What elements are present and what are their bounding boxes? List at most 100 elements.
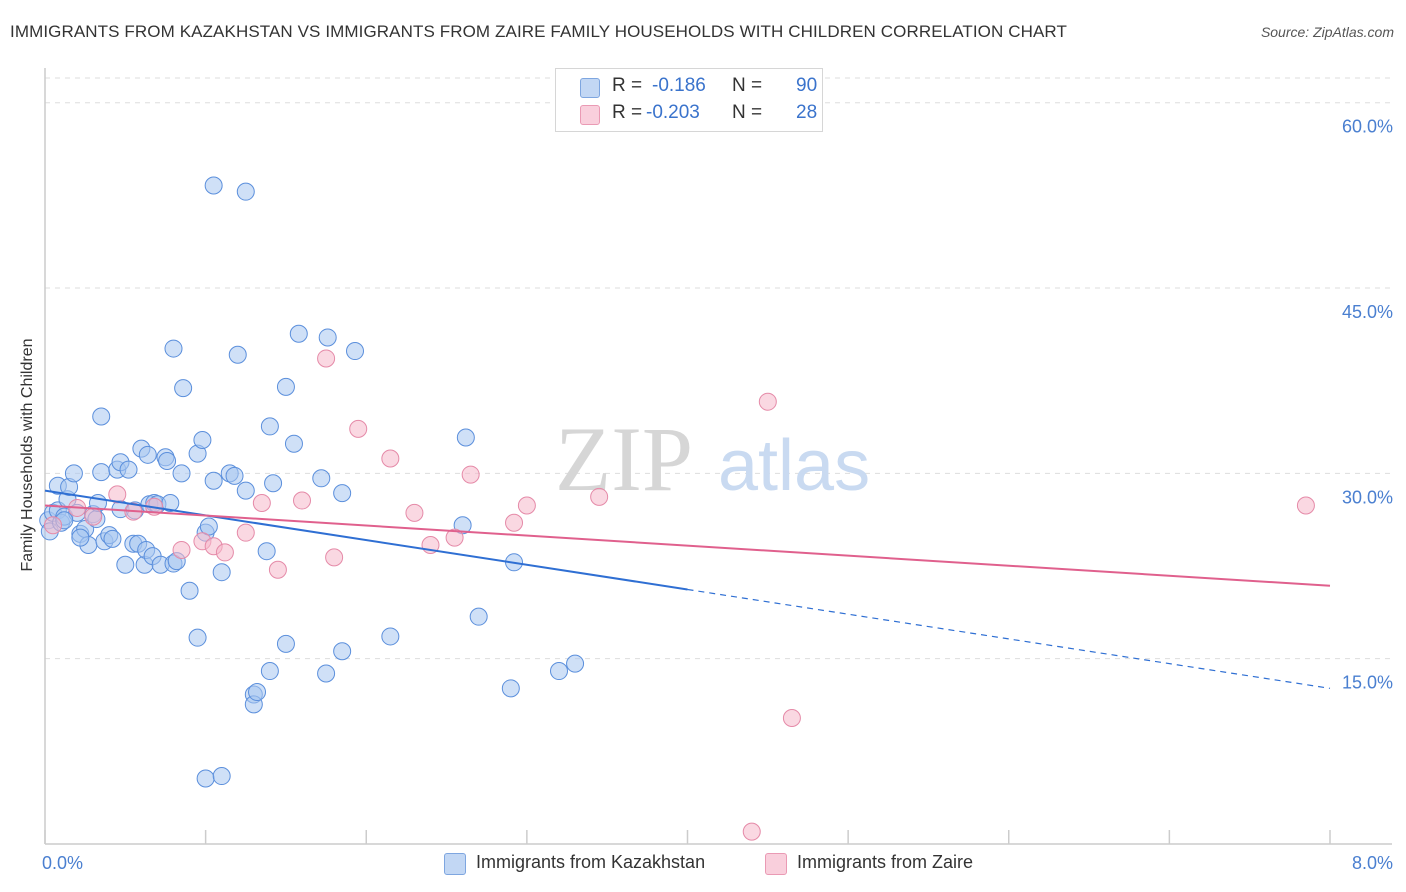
point-kazakhstan bbox=[164, 339, 183, 358]
y-tick-label: 15.0% bbox=[1342, 673, 1393, 693]
axes bbox=[44, 68, 1392, 845]
y-tick-label: 30.0% bbox=[1342, 487, 1393, 507]
point-kazakhstan bbox=[469, 607, 488, 626]
point-kazakhstan bbox=[456, 428, 475, 447]
point-zaire bbox=[215, 543, 234, 562]
chart-title: IMMIGRANTS FROM KAZAKHSTAN VS IMMIGRANTS… bbox=[10, 22, 1067, 41]
point-kazakhstan bbox=[333, 642, 352, 661]
point-kazakhstan bbox=[188, 628, 207, 647]
legend-r-value: -0.203 bbox=[646, 102, 700, 123]
point-kazakhstan bbox=[204, 471, 223, 490]
point-kazakhstan bbox=[193, 430, 212, 449]
point-zaire bbox=[1296, 496, 1315, 515]
point-kazakhstan bbox=[333, 484, 352, 503]
point-kazakhstan bbox=[228, 345, 247, 364]
legend-swatch-kazakhstan bbox=[444, 853, 466, 875]
legend-label-kazakhstan: Immigrants from Kazakhstan bbox=[476, 852, 706, 872]
point-kazakhstan bbox=[172, 464, 191, 483]
point-zaire bbox=[461, 465, 480, 484]
point-kazakhstan bbox=[158, 452, 177, 470]
x-tick-label-min: 0.0% bbox=[42, 853, 83, 873]
point-zaire bbox=[325, 548, 344, 567]
point-kazakhstan bbox=[103, 529, 122, 548]
watermark-zip: ZIP bbox=[555, 408, 693, 510]
point-kazakhstan bbox=[116, 555, 135, 574]
point-zaire bbox=[268, 560, 287, 579]
point-kazakhstan bbox=[199, 517, 218, 536]
point-kazakhstan bbox=[212, 767, 231, 786]
point-zaire bbox=[44, 516, 63, 535]
point-zaire bbox=[782, 708, 801, 727]
point-kazakhstan bbox=[92, 407, 111, 426]
point-zaire bbox=[172, 540, 191, 559]
point-kazakhstan bbox=[174, 379, 193, 398]
point-kazakhstan bbox=[248, 683, 267, 702]
point-kazakhstan bbox=[196, 769, 215, 788]
point-kazakhstan bbox=[212, 563, 231, 582]
y-tick-label: 45.0% bbox=[1342, 302, 1393, 322]
legend-n-label: N = bbox=[732, 102, 763, 123]
tick-labels: 15.0% 30.0% 45.0% 60.0% 0.0% 8.0% bbox=[42, 117, 1393, 873]
point-zaire bbox=[349, 419, 368, 438]
legend-n-value: 90 bbox=[796, 75, 818, 96]
point-zaire bbox=[236, 523, 255, 542]
point-kazakhstan bbox=[317, 664, 336, 683]
point-kazakhstan bbox=[312, 469, 331, 488]
point-zaire bbox=[293, 491, 311, 510]
point-kazakhstan bbox=[566, 654, 585, 673]
point-kazakhstan bbox=[550, 662, 568, 681]
point-kazakhstan bbox=[276, 377, 295, 396]
point-kazakhstan bbox=[501, 679, 520, 698]
point-kazakhstan bbox=[119, 460, 138, 479]
point-kazakhstan bbox=[289, 324, 308, 343]
point-kazakhstan bbox=[284, 434, 303, 453]
point-kazakhstan bbox=[71, 528, 90, 547]
legend-n-value: 28 bbox=[796, 102, 818, 123]
point-zaire bbox=[590, 487, 609, 506]
point-kazakhstan bbox=[260, 662, 279, 681]
point-zaire bbox=[758, 392, 777, 411]
trend-line-kazakhstan-extrapolated bbox=[687, 588, 1331, 689]
point-kazakhstan bbox=[260, 417, 279, 436]
legend-swatch-zaire bbox=[580, 105, 600, 125]
x-tick-label-max: 8.0% bbox=[1352, 853, 1393, 873]
point-zaire bbox=[252, 494, 271, 513]
trend-line-zaire bbox=[44, 504, 1331, 587]
legend-swatch-zaire bbox=[765, 853, 787, 875]
y-tick-label: 60.0% bbox=[1342, 117, 1393, 137]
point-kazakhstan bbox=[276, 634, 295, 653]
point-kazakhstan bbox=[318, 328, 337, 347]
legend-n-label: N = bbox=[732, 75, 763, 96]
point-zaire bbox=[742, 822, 761, 841]
point-kazakhstan bbox=[204, 176, 223, 195]
point-kazakhstan bbox=[346, 342, 365, 361]
watermark: ZIP atlas bbox=[555, 408, 870, 510]
trend-lines bbox=[44, 489, 1331, 689]
legend-swatch-kazakhstan bbox=[580, 78, 600, 98]
point-kazakhstan bbox=[64, 464, 83, 483]
point-kazakhstan bbox=[180, 581, 199, 600]
legend-r-label: R = bbox=[612, 75, 643, 96]
point-zaire bbox=[84, 507, 103, 526]
watermark-atlas: atlas bbox=[718, 426, 870, 506]
legend-label-zaire: Immigrants from Zaire bbox=[797, 852, 974, 872]
point-zaire bbox=[405, 503, 424, 522]
point-kazakhstan bbox=[138, 445, 157, 464]
stats-legend: R = -0.186 N = 90 R = -0.203 N = 28 bbox=[555, 68, 823, 132]
point-zaire bbox=[381, 449, 400, 468]
grid-lines bbox=[45, 77, 1392, 660]
point-kazakhstan bbox=[264, 474, 283, 493]
point-kazakhstan bbox=[92, 463, 111, 482]
legend-r-label: R = bbox=[612, 102, 643, 123]
point-kazakhstan bbox=[236, 182, 255, 201]
legend-r-value: -0.186 bbox=[652, 75, 706, 96]
point-kazakhstan bbox=[381, 627, 400, 646]
point-zaire bbox=[445, 528, 464, 547]
source-note: Source: ZipAtlas.com bbox=[1260, 24, 1394, 40]
point-zaire bbox=[517, 496, 536, 515]
point-kazakhstan bbox=[225, 466, 244, 485]
point-zaire bbox=[505, 513, 524, 532]
point-kazakhstan bbox=[236, 481, 255, 500]
point-zaire bbox=[108, 485, 127, 504]
